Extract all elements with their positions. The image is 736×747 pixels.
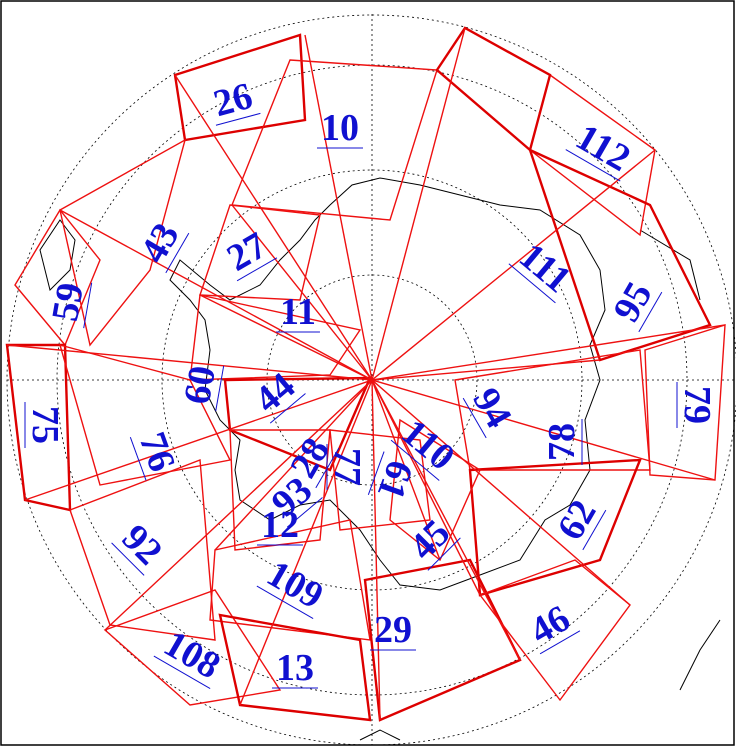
swath-label: 78: [541, 419, 583, 465]
swath: [209, 519, 371, 641]
swath: [223, 376, 372, 472]
label-underline: [286, 497, 323, 528]
label-underline: [129, 437, 147, 481]
label-underline: [236, 257, 278, 282]
label-underline: [565, 149, 621, 182]
label-underline: [215, 365, 225, 412]
swath-edge: [239, 379, 373, 706]
swath-edge: [104, 379, 373, 631]
swath-number: 75: [24, 406, 66, 444]
label-underline: [256, 585, 314, 620]
swath-number: 12: [261, 504, 299, 546]
swath: [69, 459, 216, 641]
swath: [329, 429, 431, 531]
label-underline: [508, 263, 556, 304]
swath-edge: [6, 344, 373, 381]
coastline: [39, 177, 721, 741]
swath-number: 10: [321, 107, 359, 149]
swath: [189, 294, 362, 381]
swath: [173, 33, 307, 142]
label-underline: [539, 630, 581, 655]
label-underline: [165, 232, 190, 274]
swath-edge: [214, 379, 373, 551]
swath: [59, 138, 187, 347]
label-underline: [83, 282, 93, 329]
swath-label: 29: [370, 609, 416, 651]
swath: [231, 59, 438, 221]
swath-label: 77: [326, 444, 368, 490]
swath-number: 13: [276, 647, 314, 689]
swath-edge: [371, 27, 466, 381]
swath: [14, 208, 101, 347]
swath-label: 11: [276, 291, 320, 333]
label-underline: [269, 393, 306, 424]
swath-edge: [59, 209, 373, 381]
swath-number: 77: [326, 448, 368, 486]
swath-edge: [371, 379, 381, 721]
swath-label: 12: [257, 504, 303, 546]
swath: [218, 613, 372, 722]
swath-number: 11: [280, 291, 316, 333]
label-underline: [638, 291, 663, 333]
swath: [58, 344, 232, 486]
swath-label: 79: [676, 382, 718, 428]
swath: [199, 204, 321, 301]
swath: [468, 458, 642, 597]
swath-edge: [371, 149, 656, 381]
swath: [103, 589, 282, 706]
label-underline: [462, 397, 487, 439]
swath-edge: [371, 379, 716, 481]
swath-edge: [371, 324, 726, 381]
label-underline: [153, 655, 211, 690]
swath-edge: [371, 379, 521, 661]
label-underline: [367, 451, 385, 495]
swath-edge: [174, 74, 373, 381]
swath-label: 13: [272, 647, 318, 689]
swath-edge: [304, 34, 373, 381]
label-underline: [582, 509, 607, 551]
swath-number: 29: [374, 609, 412, 651]
swath-label: 10: [317, 107, 363, 149]
swath-number: 79: [676, 386, 718, 424]
swath-edge: [371, 359, 601, 381]
swath-number: 78: [541, 423, 583, 461]
swath-label: 75: [24, 402, 66, 448]
swath: [435, 26, 552, 153]
label-underline: [390, 439, 440, 481]
label-underline: [111, 542, 145, 576]
swath-label: 60: [176, 363, 225, 412]
label-underline: [427, 537, 461, 571]
swath-edge: [371, 379, 441, 561]
swath-number: 59: [44, 280, 92, 325]
swath-edge: [24, 379, 373, 501]
swath-number: 60: [176, 363, 224, 408]
label-underline: [215, 112, 261, 126]
swath-outlines: [5, 26, 726, 722]
swath-label: 59: [44, 280, 93, 329]
swath-edge: [371, 379, 481, 596]
swath-edge: [371, 379, 631, 606]
swath-edge: [231, 204, 373, 381]
swath-edge: [199, 294, 373, 381]
